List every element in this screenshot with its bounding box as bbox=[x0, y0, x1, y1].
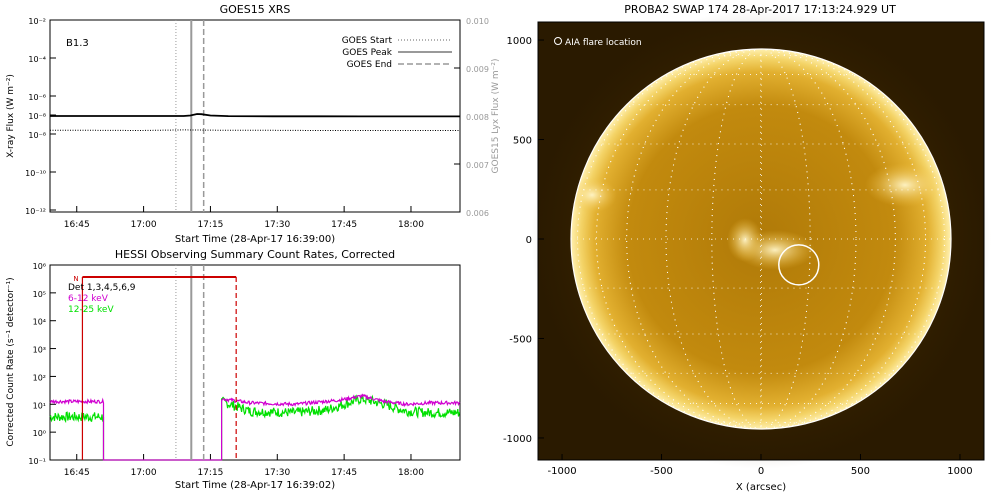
flare-legend-symbol bbox=[554, 37, 562, 45]
active-region-west bbox=[865, 163, 945, 207]
goes-series-short bbox=[50, 129, 460, 132]
swap-y-tick-label: 500 bbox=[513, 136, 532, 147]
swap-x-tick-label: 0 bbox=[758, 466, 764, 477]
swap-x-tick-label: 1000 bbox=[947, 466, 972, 477]
hessi-x-tick-label: 17:00 bbox=[131, 468, 157, 478]
hessi-y-tick-label: 10⁴ bbox=[33, 318, 46, 327]
goes-y-tick-label: 10⁻⁴ bbox=[28, 55, 46, 64]
goes-y-tick-label: 10⁻² bbox=[28, 17, 46, 26]
goes-x-label: Start Time (28-Apr-17 16:39:00) bbox=[175, 234, 335, 245]
goes-y-tick-label: 10⁻¹² bbox=[25, 207, 46, 216]
swap-y-tick-label: 1000 bbox=[507, 36, 532, 47]
hessi-panel: HESSI Observing Summary Count Rates, Cor… bbox=[6, 248, 461, 491]
goes-x-tick-label: 17:00 bbox=[131, 220, 157, 230]
swap-x-tick-label: 500 bbox=[851, 466, 870, 477]
swap-longitude-line bbox=[760, 49, 762, 429]
goes-series bbox=[50, 113, 460, 132]
active-region-center-west bbox=[727, 218, 763, 262]
hessi-y-tick-label: 10⁰ bbox=[33, 429, 46, 438]
goes-y-axis: 10⁻² 10⁻⁴ 10⁻⁶ 10⁻⁸ 10⁻⁸ 10⁻¹⁰ 10⁻¹² bbox=[25, 17, 56, 216]
aia-flare-location-circle bbox=[778, 244, 820, 286]
goes-x-axis: 16:45 17:00 17:15 17:30 17:45 18:00 bbox=[64, 206, 424, 230]
hessi-y-axis: 10⁶ 10⁵ 10⁴ 10³ 10² 10¹ 10⁰ 10⁻¹ bbox=[28, 262, 56, 466]
goes-y-label: X-ray Flux (W m⁻²) bbox=[6, 74, 16, 158]
goes-right-tick-label: 0.009 bbox=[466, 65, 489, 74]
goes-right-tick-label: 0.006 bbox=[466, 209, 489, 218]
swap-x-axis: -1000 -500 0 500 1000 bbox=[548, 454, 973, 477]
swap-active-regions bbox=[571, 163, 945, 270]
swap-heliographic-grid bbox=[571, 49, 951, 429]
hessi-x-label: Start Time (28-Apr-17 16:39:02) bbox=[175, 480, 335, 491]
goes-panel: GOES15 XRS 10⁻² 10⁻⁴ 10⁻⁶ 10⁻⁸ 10⁻⁸ 10⁻¹⁰ 10⁻¹… bbox=[6, 3, 501, 245]
goes-series-long bbox=[50, 113, 460, 118]
hessi-night-label: N bbox=[73, 275, 78, 283]
goes-right-tick-label: 0.007 bbox=[466, 161, 489, 170]
swap-x-tick-label: -1000 bbox=[548, 466, 577, 477]
goes-x-tick-label: 17:15 bbox=[197, 220, 223, 230]
swap-y-tick-label: 0 bbox=[526, 235, 532, 246]
swap-limb-outline bbox=[570, 48, 952, 430]
swap-longitude-line bbox=[665, 49, 857, 429]
hessi-y-tick-label: 10⁶ bbox=[33, 262, 46, 271]
goes-y-tick-label: 10⁻⁸ bbox=[28, 112, 46, 121]
hessi-legend-label: 6-12 keV bbox=[68, 294, 109, 304]
goes-y-tick-label: 10⁻⁶ bbox=[28, 93, 46, 102]
swap-y-axis: 1000 500 0 -500 -1000 bbox=[503, 36, 544, 445]
hessi-y-tick-label: 10¹ bbox=[33, 401, 46, 410]
hessi-x-tick-label: 17:15 bbox=[197, 468, 223, 478]
hessi-event-markers: N bbox=[73, 265, 237, 460]
hessi-x-axis: 16:45 17:00 17:15 17:30 17:45 18:00 bbox=[64, 454, 424, 478]
goes-title: GOES15 XRS bbox=[220, 3, 291, 16]
swap-x-tick-label: -500 bbox=[650, 466, 673, 477]
flare-legend-label: AIA flare location bbox=[565, 38, 642, 48]
swap-longitude-line bbox=[711, 49, 811, 429]
hessi-x-tick-label: 16:45 bbox=[64, 468, 90, 478]
hessi-y-label: Corrected Count Rate (s⁻¹ detector⁻¹) bbox=[6, 277, 16, 446]
goes-legend-label: GOES End bbox=[347, 60, 392, 70]
hessi-x-tick-label: 17:45 bbox=[331, 468, 357, 478]
goes-right-tick-label: 0.010 bbox=[466, 17, 489, 26]
goes-right-tick-label: 0.008 bbox=[466, 113, 489, 122]
swap-y-tick-label: -500 bbox=[509, 334, 532, 345]
hessi-y-tick-label: 10³ bbox=[33, 346, 46, 355]
goes-legend-label: GOES Start bbox=[342, 36, 393, 46]
goes-x-tick-label: 16:45 bbox=[64, 220, 90, 230]
hessi-legend-label: 12-25 keV bbox=[68, 305, 114, 315]
hessi-y-tick-label: 10⁵ bbox=[33, 290, 46, 299]
goes-x-tick-label: 17:45 bbox=[331, 220, 357, 230]
goes-y-axis-right: 0.010 0.009 0.008 0.007 0.006 bbox=[454, 17, 489, 218]
goes-legend-label: GOES Peak bbox=[342, 48, 392, 58]
goes-x-tick-label: 18:00 bbox=[398, 220, 424, 230]
goes-y-tick-label: 10⁻⁸ bbox=[28, 131, 46, 140]
hessi-plot-frame bbox=[49, 264, 461, 461]
hessi-x-tick-label: 18:00 bbox=[398, 468, 424, 478]
active-region-east bbox=[571, 177, 617, 213]
hessi-series bbox=[49, 393, 461, 461]
hessi-series-6-12-keV bbox=[49, 393, 461, 461]
hessi-legend-label: Det 1,3,4,5,6,9 bbox=[68, 283, 136, 293]
goes-x-tick-label: 17:30 bbox=[264, 220, 290, 230]
hessi-y-tick-label: 10⁻¹ bbox=[28, 457, 46, 466]
goes-flare-class: B1.3 bbox=[66, 38, 89, 49]
swap-panel: PROBA2 SWAP 174 28-Apr-2017 17:13:24.929… bbox=[503, 3, 991, 493]
goes-legend: GOES Start GOES Peak GOES End bbox=[342, 36, 452, 70]
swap-y-tick-label: -1000 bbox=[503, 434, 532, 445]
goes-y-label-right: GOES15 Lyx Flux (W m⁻²) bbox=[491, 59, 501, 174]
hessi-y-tick-label: 10² bbox=[33, 373, 46, 382]
goes-y-tick-label: 10⁻¹⁰ bbox=[25, 169, 46, 178]
swap-longitude-line bbox=[626, 49, 896, 429]
hessi-x-tick-label: 17:30 bbox=[264, 468, 290, 478]
hessi-title: HESSI Observing Summary Count Rates, Cor… bbox=[115, 248, 395, 261]
swap-x-label: X (arcsec) bbox=[736, 482, 786, 493]
